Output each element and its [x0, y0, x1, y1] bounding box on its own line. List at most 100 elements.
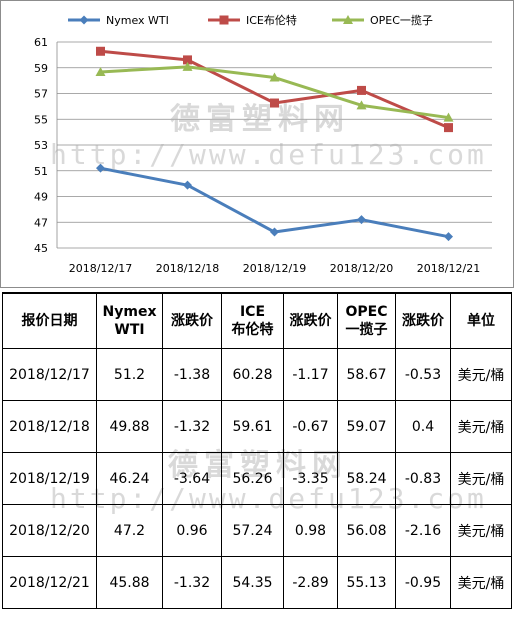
- table-cell: 0.96: [162, 504, 222, 557]
- x-tick-label: 2018/12/21: [417, 262, 480, 275]
- y-axis-ticks: 45 47 49 51 53 55 57 59 61: [34, 36, 48, 255]
- table-cell: -1.32: [162, 556, 222, 609]
- chart-series: [95, 46, 454, 242]
- table-cell: -0.95: [395, 556, 451, 609]
- legend-item-ice: ICE布伦特: [208, 13, 297, 27]
- table-cell: 58.24: [337, 452, 396, 505]
- column-header-text: 布伦特: [231, 322, 274, 338]
- data-point: [444, 123, 453, 133]
- data-point: [96, 163, 105, 173]
- table-cell: 美元/桶: [450, 556, 512, 609]
- table-cell: 2018/12/18: [2, 400, 97, 453]
- table-cell: 美元/桶: [450, 504, 512, 557]
- table-cell: 0.4: [395, 400, 451, 453]
- column-header: 涨跌价: [283, 292, 338, 349]
- table-row: 2018/12/18 49.88 -1.32 59.61 -0.67 59.07 0.4 美元…: [2, 400, 512, 453]
- table-cell: -1.38: [162, 348, 222, 401]
- table-cell: 56.08: [337, 504, 396, 557]
- table-cell: 54.35: [221, 556, 284, 609]
- table-cell: 55.13: [337, 556, 396, 609]
- table-cell: 47.2: [96, 504, 163, 557]
- table-cell: 美元/桶: [450, 400, 512, 453]
- data-point: [182, 61, 193, 71]
- data-point: [183, 55, 192, 65]
- table-header-row: 报价日期 Nymex WTI 涨跌价 ICE 布伦特 涨跌价 OPEC 一揽子 涨跌价 单位: [2, 292, 512, 349]
- column-header: 单位: [450, 292, 512, 349]
- table-cell: 美元/桶: [450, 452, 512, 505]
- table-cell: -1.32: [162, 400, 222, 453]
- data-point: [443, 112, 454, 122]
- column-header: 报价日期: [2, 292, 97, 349]
- table-cell: -2.16: [395, 504, 451, 557]
- series-ice: [96, 46, 453, 133]
- table-cell: -3.35: [283, 452, 338, 505]
- data-point: [444, 232, 453, 242]
- table-row: 2018/12/17 51.2 -1.38 60.28 -1.17 58.67 -0.53 美…: [2, 348, 512, 401]
- column-header-text: 单位: [467, 313, 495, 329]
- x-tick-label: 2018/12/19: [243, 262, 306, 275]
- table-cell: 45.88: [96, 556, 163, 609]
- chart-gridlines: [56, 41, 492, 249]
- table-cell: 56.26: [221, 452, 284, 505]
- table-cell: 59.61: [221, 400, 284, 453]
- data-point: [270, 227, 279, 237]
- table-row: 2018/12/21 45.88 -1.32 54.35 -2.89 55.13 -0.95…: [2, 556, 512, 609]
- table-cell: 0.98: [283, 504, 338, 557]
- legend-marker: [343, 15, 353, 24]
- column-header: ICE 布伦特: [221, 292, 284, 349]
- table-cell: 51.2: [96, 348, 163, 401]
- legend-label: ICE布伦特: [246, 13, 297, 27]
- table-body: 2018/12/17 51.2 -1.38 60.28 -1.17 58.67 -0.53 美…: [2, 348, 512, 609]
- column-header: Nymex WTI: [96, 292, 163, 349]
- price-table: 报价日期 Nymex WTI 涨跌价 ICE 布伦特 涨跌价 OPEC 一揽子 涨跌价 单位 201…: [2, 292, 512, 609]
- column-header-text: 一揽子: [345, 322, 388, 338]
- column-header-text: 涨跌价: [289, 313, 332, 329]
- x-tick-label: 2018/12/20: [330, 262, 393, 275]
- table-cell: 49.88: [96, 400, 163, 453]
- table-cell: -2.89: [283, 556, 338, 609]
- column-header-text: 涨跌价: [402, 313, 444, 329]
- column-header-text: Nymex: [102, 304, 157, 320]
- data-point: [270, 98, 279, 108]
- y-tick-label: 53: [34, 139, 48, 152]
- column-header: OPEC 一揽子: [337, 292, 396, 349]
- table-row: 2018/12/20 47.2 0.96 57.24 0.98 56.08 -2.16 美元/…: [2, 504, 512, 557]
- legend-item-nymex-wti: Nymex WTI: [68, 14, 169, 27]
- table-cell: -0.67: [283, 400, 338, 453]
- data-point: [183, 180, 192, 190]
- column-header-text: 报价日期: [21, 313, 78, 329]
- table-cell: -0.53: [395, 348, 451, 401]
- table-cell: 2018/12/21: [2, 556, 97, 609]
- column-header-text: ICE: [239, 304, 266, 320]
- column-header: 涨跌价: [395, 292, 451, 349]
- series-opec: [95, 61, 454, 122]
- y-tick-label: 57: [34, 88, 48, 101]
- table-cell: -0.83: [395, 452, 451, 505]
- y-tick-label: 59: [34, 62, 48, 75]
- table-cell: -3.64: [162, 452, 222, 505]
- x-tick-label: 2018/12/17: [69, 262, 132, 275]
- legend-marker: [219, 15, 229, 25]
- column-header: 涨跌价: [162, 292, 222, 349]
- column-header-text: OPEC: [345, 304, 388, 320]
- table-cell: 美元/桶: [450, 348, 512, 401]
- legend-label: Nymex WTI: [106, 14, 169, 27]
- column-header-text: 涨跌价: [171, 313, 213, 329]
- table-cell: -1.17: [283, 348, 338, 401]
- column-header-text: WTI: [114, 322, 145, 338]
- table-cell: 58.67: [337, 348, 396, 401]
- y-tick-label: 51: [34, 165, 48, 178]
- y-tick-label: 61: [34, 36, 48, 49]
- legend-label: OPEC一揽子: [370, 14, 433, 27]
- table-cell: 46.24: [96, 452, 163, 505]
- y-tick-label: 47: [34, 216, 48, 229]
- data-point: [96, 46, 105, 56]
- table-cell: 2018/12/20: [2, 504, 97, 557]
- y-tick-label: 45: [34, 242, 48, 255]
- chart-legend: Nymex WTI ICE布伦特 OPEC一揽子: [68, 13, 433, 27]
- x-tick-label: 2018/12/18: [156, 262, 219, 275]
- y-tick-label: 55: [34, 113, 48, 126]
- table-row: 2018/12/19 46.24 -3.64 56.26 -3.35 58.24 -0.83…: [2, 452, 512, 505]
- data-point: [269, 72, 280, 82]
- table-cell: 59.07: [337, 400, 396, 453]
